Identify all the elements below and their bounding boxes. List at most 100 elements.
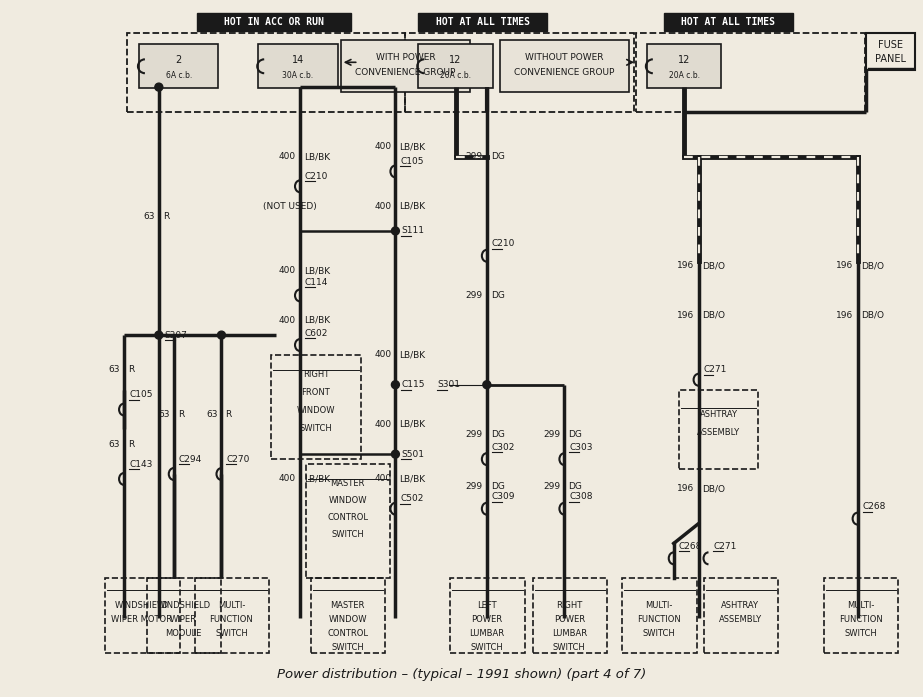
Text: 14: 14 (292, 55, 304, 65)
Text: 12: 12 (678, 55, 690, 65)
Text: WITHOUT POWER: WITHOUT POWER (525, 53, 604, 62)
Bar (824, 578, 898, 652)
Text: LB/BK: LB/BK (400, 351, 426, 360)
Bar (105, 578, 180, 652)
Text: C115: C115 (402, 380, 425, 389)
Text: 299: 299 (544, 430, 560, 439)
Text: SWITCH: SWITCH (331, 530, 364, 539)
Text: LEFT: LEFT (477, 602, 497, 611)
Text: 30A c.b.: 30A c.b. (282, 71, 314, 80)
Text: 63: 63 (143, 212, 155, 220)
Text: 20A c.b.: 20A c.b. (668, 71, 700, 80)
Text: LB/BK: LB/BK (400, 475, 426, 484)
Text: C268: C268 (863, 503, 886, 511)
Bar (306, 464, 390, 578)
Text: HOT AT ALL TIMES: HOT AT ALL TIMES (681, 17, 775, 26)
Text: 400: 400 (279, 475, 296, 484)
Text: WINDOW: WINDOW (329, 496, 367, 505)
Bar (139, 45, 219, 88)
Bar (341, 40, 470, 92)
Text: 196: 196 (836, 311, 854, 320)
Text: CONTROL: CONTROL (327, 513, 368, 522)
Text: C302: C302 (492, 443, 515, 452)
Bar (647, 45, 722, 88)
Text: C294: C294 (179, 454, 202, 464)
Text: R: R (225, 410, 232, 419)
Bar (311, 578, 386, 652)
Text: WIPER: WIPER (170, 615, 198, 625)
Text: MULTI-: MULTI- (645, 602, 673, 611)
Text: 400: 400 (375, 475, 391, 484)
Text: DG: DG (491, 482, 505, 491)
Text: DB/O: DB/O (861, 311, 884, 320)
Text: 400: 400 (279, 266, 296, 275)
Text: PANEL: PANEL (875, 54, 905, 64)
Text: HOT IN ACC OR RUN: HOT IN ACC OR RUN (223, 17, 324, 26)
Bar (664, 13, 793, 31)
Text: FUSE: FUSE (878, 40, 903, 50)
Text: LUMBAR: LUMBAR (552, 629, 587, 638)
Text: C114: C114 (305, 278, 329, 287)
Text: R: R (178, 410, 184, 419)
Text: R: R (128, 440, 134, 449)
Text: ASSEMBLY: ASSEMBLY (719, 615, 761, 625)
Text: C309: C309 (492, 492, 515, 501)
Text: C105: C105 (129, 390, 152, 399)
Bar (147, 578, 222, 652)
Text: 299: 299 (466, 430, 483, 439)
Text: 20A c.b.: 20A c.b. (440, 71, 471, 80)
Circle shape (391, 450, 400, 458)
Text: DB/O: DB/O (702, 311, 725, 320)
Text: CONTROL: CONTROL (327, 629, 368, 638)
Text: S301: S301 (438, 380, 461, 389)
Text: MULTI-: MULTI- (847, 602, 874, 611)
Text: MULTI-: MULTI- (218, 602, 246, 611)
Text: 63: 63 (109, 440, 120, 449)
Text: FUNCTION: FUNCTION (839, 615, 882, 625)
Text: C271: C271 (703, 365, 727, 374)
Text: 299: 299 (466, 482, 483, 491)
Text: S111: S111 (402, 227, 425, 236)
Text: 400: 400 (375, 142, 391, 151)
Text: SWITCH: SWITCH (642, 629, 676, 638)
Text: 299: 299 (466, 291, 483, 300)
Text: WINDSHIELD: WINDSHIELD (157, 602, 210, 611)
Text: LB/BK: LB/BK (400, 420, 426, 429)
Text: WINDOW: WINDOW (329, 615, 367, 625)
Text: RIGHT: RIGHT (557, 602, 582, 611)
Text: 400: 400 (279, 316, 296, 325)
Text: SWITCH: SWITCH (553, 643, 586, 652)
Circle shape (155, 83, 162, 91)
Text: S207: S207 (165, 330, 187, 339)
Text: Power distribution – (typical – 1991 shown) (part 4 of 7): Power distribution – (typical – 1991 sho… (277, 668, 646, 681)
Text: 299: 299 (466, 152, 483, 161)
Text: CONVENIENCE GROUP: CONVENIENCE GROUP (514, 68, 615, 77)
Text: ASSEMBLY: ASSEMBLY (697, 428, 740, 437)
Text: DG: DG (491, 152, 505, 161)
Text: C143: C143 (129, 459, 152, 468)
Text: LB/BK: LB/BK (304, 152, 330, 161)
Text: MODULE: MODULE (165, 629, 202, 638)
Text: (NOT USED): (NOT USED) (263, 201, 317, 210)
Text: C502: C502 (401, 494, 424, 503)
Circle shape (218, 331, 225, 339)
Text: DG: DG (491, 430, 505, 439)
Text: C210: C210 (492, 239, 515, 248)
Bar (636, 33, 865, 112)
Text: 400: 400 (375, 201, 391, 210)
Text: SWITCH: SWITCH (299, 424, 332, 433)
Bar (258, 45, 338, 88)
Text: DG: DG (569, 482, 582, 491)
Text: FUNCTION: FUNCTION (637, 615, 680, 625)
Text: DB/O: DB/O (861, 261, 884, 270)
Text: WITH POWER: WITH POWER (376, 53, 435, 62)
Text: HOT AT ALL TIMES: HOT AT ALL TIMES (436, 17, 530, 26)
Text: 2: 2 (175, 55, 182, 65)
Text: DB/O: DB/O (702, 484, 725, 493)
Text: R: R (162, 212, 169, 220)
Text: 400: 400 (375, 420, 391, 429)
Bar (405, 33, 634, 112)
Text: 196: 196 (677, 261, 695, 270)
Text: 63: 63 (206, 410, 218, 419)
Text: POWER: POWER (554, 615, 585, 625)
